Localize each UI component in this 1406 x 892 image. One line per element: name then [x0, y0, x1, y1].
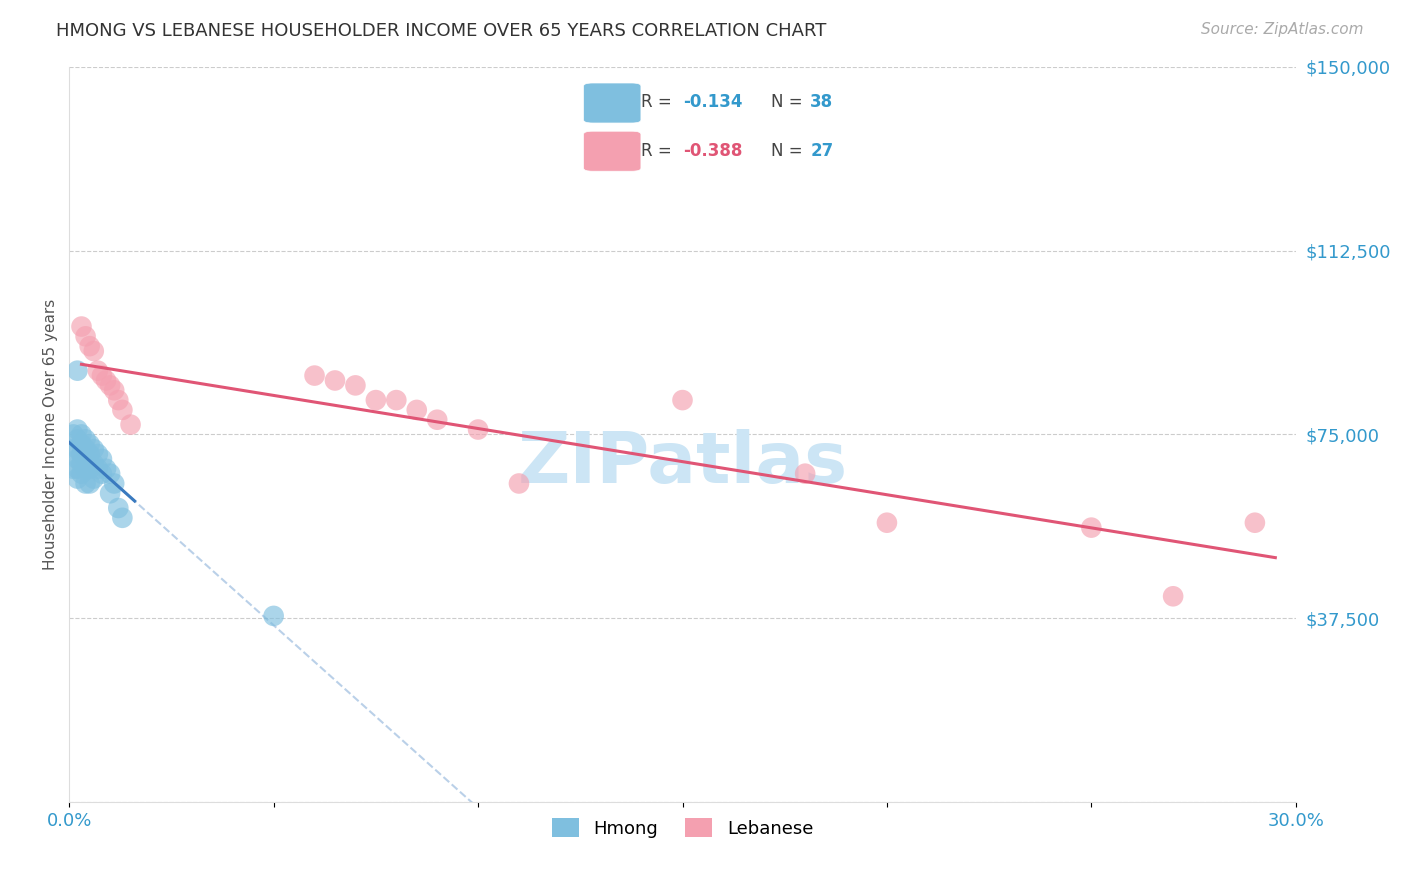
- Point: [364, 393, 387, 408]
- Point: [79, 437, 101, 451]
- Point: [794, 467, 817, 481]
- Point: [75, 433, 97, 447]
- Point: [103, 476, 125, 491]
- Point: [91, 452, 114, 467]
- Text: N =: N =: [770, 94, 808, 112]
- Point: [87, 447, 110, 461]
- Point: [62, 427, 84, 442]
- Point: [75, 329, 97, 343]
- Point: [323, 374, 346, 388]
- Point: [385, 393, 408, 408]
- Point: [75, 442, 97, 457]
- Point: [91, 368, 114, 383]
- FancyBboxPatch shape: [583, 131, 641, 171]
- Point: [91, 467, 114, 481]
- Point: [70, 467, 93, 481]
- Point: [62, 462, 84, 476]
- Point: [671, 393, 693, 408]
- Point: [83, 472, 105, 486]
- Point: [66, 423, 89, 437]
- Point: [426, 413, 449, 427]
- Point: [876, 516, 898, 530]
- Point: [75, 476, 97, 491]
- Point: [111, 511, 134, 525]
- Point: [263, 608, 285, 623]
- Point: [70, 319, 93, 334]
- Legend: Hmong, Lebanese: Hmong, Lebanese: [544, 811, 820, 845]
- Point: [79, 462, 101, 476]
- Point: [98, 378, 121, 392]
- Point: [62, 442, 84, 457]
- Point: [83, 344, 105, 359]
- Text: Source: ZipAtlas.com: Source: ZipAtlas.com: [1201, 22, 1364, 37]
- Point: [66, 452, 89, 467]
- Point: [111, 403, 134, 417]
- Point: [94, 374, 117, 388]
- FancyBboxPatch shape: [583, 83, 641, 123]
- Point: [304, 368, 326, 383]
- Text: ZIPatlas: ZIPatlas: [517, 429, 848, 499]
- Point: [70, 457, 93, 471]
- Text: 27: 27: [810, 142, 834, 160]
- Point: [66, 433, 89, 447]
- Point: [66, 472, 89, 486]
- Point: [70, 437, 93, 451]
- Point: [66, 442, 89, 457]
- Point: [79, 447, 101, 461]
- Point: [83, 457, 105, 471]
- Point: [98, 467, 121, 481]
- Text: N =: N =: [770, 142, 808, 160]
- Y-axis label: Householder Income Over 65 years: Householder Income Over 65 years: [44, 299, 58, 570]
- Point: [79, 476, 101, 491]
- Point: [107, 501, 129, 516]
- Text: -0.134: -0.134: [683, 94, 742, 112]
- Text: 38: 38: [810, 94, 834, 112]
- Point: [467, 423, 489, 437]
- Point: [79, 339, 101, 353]
- Point: [87, 364, 110, 378]
- Point: [405, 403, 427, 417]
- Point: [508, 476, 530, 491]
- Point: [70, 427, 93, 442]
- Point: [75, 452, 97, 467]
- Point: [1080, 521, 1102, 535]
- Text: -0.388: -0.388: [683, 142, 742, 160]
- Text: R =: R =: [641, 142, 676, 160]
- Point: [120, 417, 142, 432]
- Point: [66, 462, 89, 476]
- Point: [66, 364, 89, 378]
- Point: [94, 462, 117, 476]
- Point: [75, 462, 97, 476]
- Text: R =: R =: [641, 94, 676, 112]
- Point: [70, 447, 93, 461]
- Point: [344, 378, 367, 392]
- Point: [107, 393, 129, 408]
- Point: [103, 384, 125, 398]
- Point: [98, 486, 121, 500]
- Point: [1161, 589, 1184, 603]
- Text: HMONG VS LEBANESE HOUSEHOLDER INCOME OVER 65 YEARS CORRELATION CHART: HMONG VS LEBANESE HOUSEHOLDER INCOME OVE…: [56, 22, 827, 40]
- Point: [87, 462, 110, 476]
- Point: [1244, 516, 1267, 530]
- Point: [83, 442, 105, 457]
